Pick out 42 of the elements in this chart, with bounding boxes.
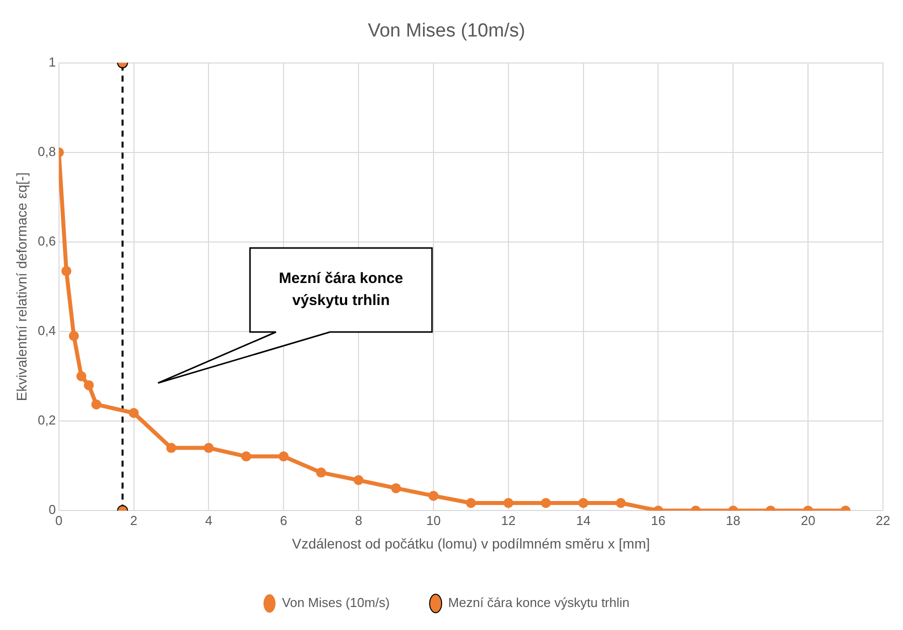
x-tick-label: 12 [501,512,516,528]
chart-title: Von Mises (10m/s) [368,20,526,42]
point [466,498,476,508]
point [84,380,94,390]
y-tick-label: 0,8 [38,144,56,159]
point [316,468,326,478]
point [578,498,588,508]
y-axis-title: Ekvivalentní relativní deformace εq[-] [13,172,30,402]
point [540,498,551,508]
point [278,451,289,462]
x-tick-label: 14 [576,512,591,528]
point [241,451,252,462]
y-tick-label: 1 [48,54,56,70]
point [128,408,139,418]
y-tick-label: 0,2 [38,412,56,428]
x-axis-title: Vzdálenost od počátku (lomu) v podílmném směru x [mm] [292,535,650,552]
x-tick-label: 2 [130,512,138,528]
point [354,475,364,486]
x-tick-label: 8 [354,512,362,528]
point [503,498,514,508]
x-tick-label: 22 [876,512,890,528]
x-tick-label: 20 [800,512,816,528]
legend-label: Mezní čára konce výskytu trhlin [448,595,630,610]
x-tick-label: 16 [651,512,666,528]
annotation: Mezní čára konce výskytu trhlin [278,269,404,311]
point [204,442,214,453]
point [61,266,72,276]
x-tick-label: 10 [426,512,441,528]
point [166,442,176,453]
x-tick-label: 4 [205,512,212,528]
y-tick-label: 0,4 [38,323,56,338]
x-tick-label: 18 [726,512,740,528]
point [391,483,402,494]
point [91,399,102,410]
point [76,371,86,382]
y-tick-label: 0 [48,502,56,518]
point [428,490,438,501]
y-tick-label: 0,6 [38,234,56,248]
point [616,498,626,508]
legend-label: Von Mises (10m/s) [282,595,390,610]
x-tick-label: 6 [280,512,288,528]
point [68,330,79,341]
